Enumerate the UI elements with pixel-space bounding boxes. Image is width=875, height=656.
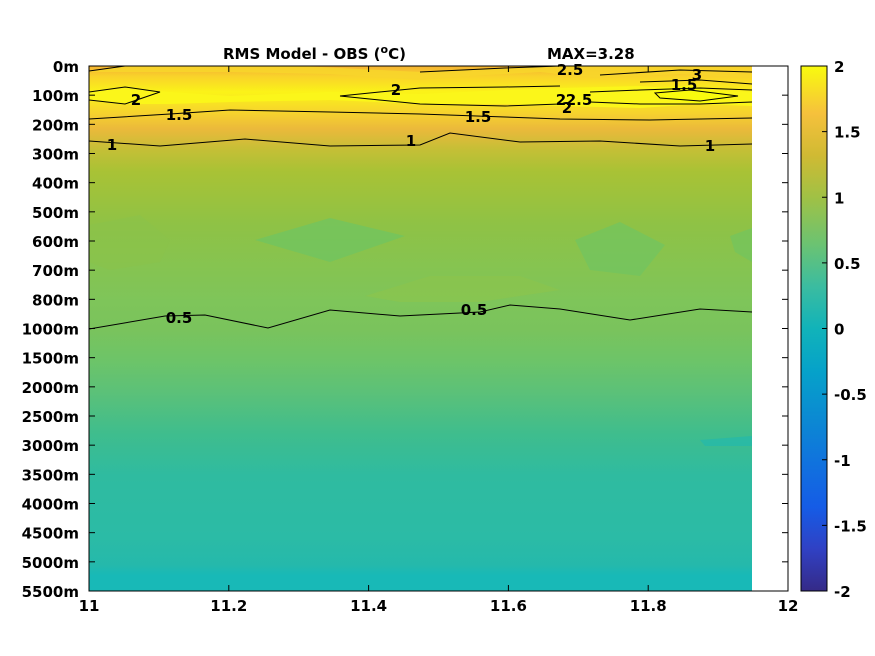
y-tick-label: 400m xyxy=(32,175,79,193)
contour-label: 0.5 xyxy=(461,301,488,319)
colorbar-tick-label: 1 xyxy=(834,189,844,207)
y-tick-label: 100m xyxy=(32,87,79,105)
contour-label: 1 xyxy=(705,137,715,155)
y-tick-label: 3000m xyxy=(22,437,79,455)
x-tick-label: 12 xyxy=(778,597,799,615)
contour-label: 2.5 xyxy=(566,91,593,109)
y-tick-label: 200m xyxy=(32,116,79,134)
y-tick-label: 2500m xyxy=(22,408,79,426)
contour-line xyxy=(89,132,752,147)
x-tick-label: 11.6 xyxy=(490,597,527,615)
contour-line xyxy=(599,69,752,76)
contour-label: 2.5 xyxy=(557,61,584,79)
x-tick-label: 11.4 xyxy=(350,597,387,615)
max-value-label: MAX=3.28 xyxy=(547,45,635,63)
colorbar-tick-label: 1.5 xyxy=(834,124,861,142)
contour-line xyxy=(639,79,752,85)
contour-line xyxy=(589,87,752,93)
colorbar-axis: 2 1.5 1 0.5 0 -0.5 -1 -1.5 -2 xyxy=(822,58,867,601)
colorbar-tick-label: 0.5 xyxy=(834,255,861,273)
colorbar-tick-label: -0.5 xyxy=(834,386,867,404)
contour-label: 1.5 xyxy=(465,108,492,126)
contour-label: 3 xyxy=(692,66,702,84)
chart-title: RMS Model - OBS (oC) xyxy=(223,43,406,63)
field-patch xyxy=(89,86,752,108)
y-tick-label: 4500m xyxy=(22,525,79,543)
y-tick-label: 300m xyxy=(32,146,79,164)
y-tick-label: 2000m xyxy=(22,379,79,397)
colorbar-tick-label: -1.5 xyxy=(834,517,867,535)
y-tick-label: 1000m xyxy=(22,321,79,339)
contour-label: 2 xyxy=(556,91,566,109)
y-tick-label: 600m xyxy=(32,233,79,251)
contour-label: 2 xyxy=(391,81,401,99)
colorbar-tick-label: 2 xyxy=(834,58,844,76)
contour-line xyxy=(589,101,752,105)
y-tick-label: 0m xyxy=(53,58,79,76)
field-patch xyxy=(730,228,752,262)
contour-line xyxy=(339,85,561,97)
contour-line xyxy=(89,109,752,121)
field-patch xyxy=(89,66,752,80)
contour-line xyxy=(89,86,161,105)
y-tick-label: 4000m xyxy=(22,496,79,514)
y-tick-label: 800m xyxy=(32,291,79,309)
contour-line xyxy=(339,95,561,107)
field-patch xyxy=(700,436,752,446)
colorbar-tick-label: 0 xyxy=(834,321,844,339)
contour-line xyxy=(653,89,739,102)
y-tick-label: 700m xyxy=(32,262,79,280)
y-axis: 0m 100m 200m 300m 400m 500m 600m 700m 800m 1000m 1… xyxy=(22,58,788,601)
field-patch xyxy=(575,222,665,276)
y-tick-label: 5000m xyxy=(22,554,79,572)
contour-label: 1 xyxy=(406,132,416,150)
contour-line xyxy=(89,304,752,330)
contour-label: 1.5 xyxy=(166,106,193,124)
contour-label: 2 xyxy=(131,91,141,109)
y-tick-label: 3500m xyxy=(22,466,79,484)
x-tick-label: 11.8 xyxy=(630,597,667,615)
x-tick-label: 11 xyxy=(79,597,100,615)
field-patch xyxy=(89,215,170,270)
colorbar-tick-label: -2 xyxy=(834,583,851,601)
contour-label: 0.5 xyxy=(166,309,193,327)
y-tick-label: 1500m xyxy=(22,350,79,368)
field-base xyxy=(89,66,752,591)
contour-line xyxy=(89,66,126,72)
x-tick-label: 11.2 xyxy=(210,597,247,615)
colorbar-tick-label: -1 xyxy=(834,452,851,470)
filled-contour-field xyxy=(89,66,752,591)
contour-label: 2 xyxy=(562,99,572,117)
contour-label: 1.5 xyxy=(671,76,698,94)
field-patch xyxy=(365,276,560,302)
contour-lines xyxy=(89,66,752,330)
field-patch xyxy=(255,218,405,262)
y-tick-label: 500m xyxy=(32,204,79,222)
x-axis: 11 11.2 11.4 11.6 11.8 12 xyxy=(79,66,799,615)
contour-line xyxy=(419,66,561,73)
y-tick-label: 5500m xyxy=(22,583,79,601)
contour-label: 1 xyxy=(107,136,117,154)
